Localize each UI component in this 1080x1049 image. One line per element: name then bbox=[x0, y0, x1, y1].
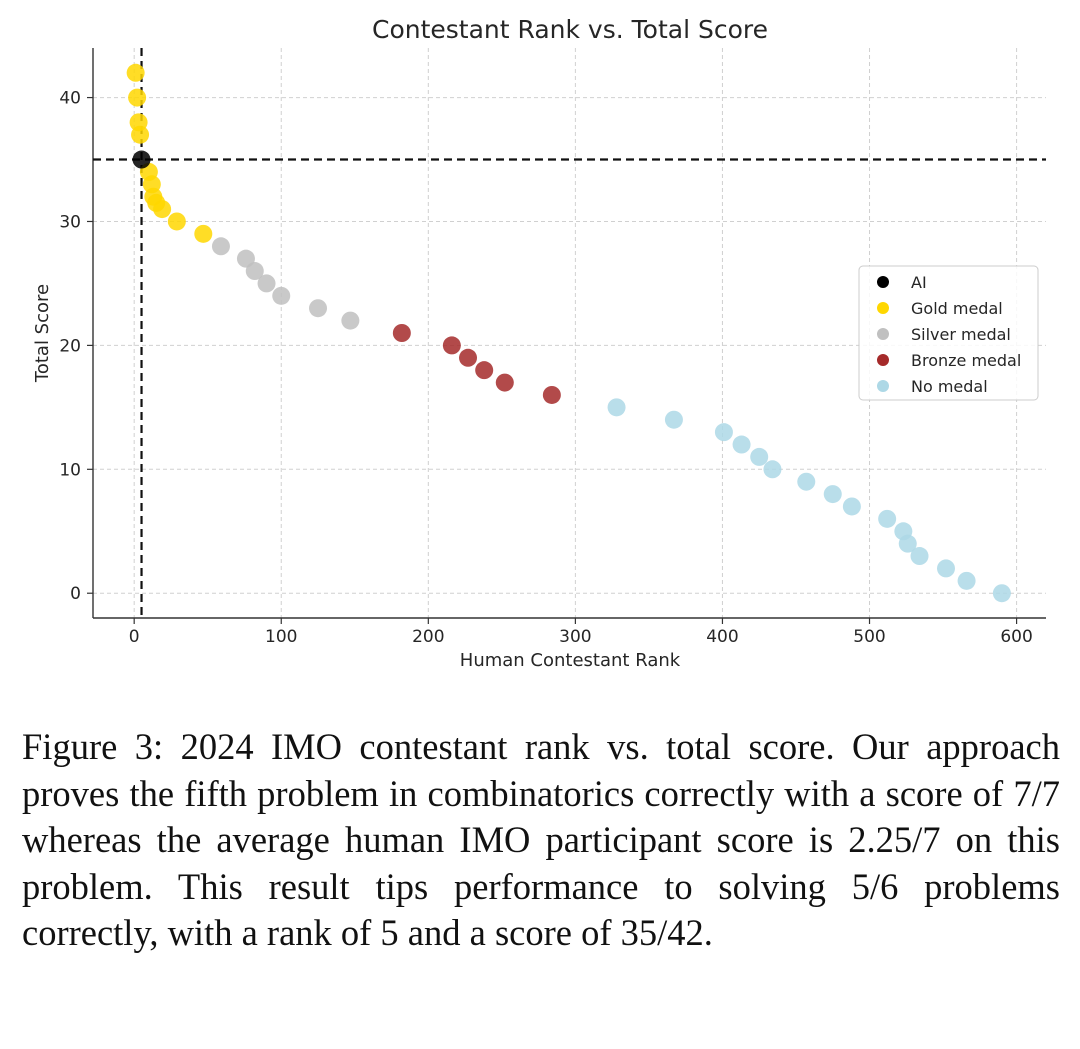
no-medal-point bbox=[732, 435, 751, 454]
gold-medal-point bbox=[126, 63, 145, 82]
silver-medal-point bbox=[309, 299, 328, 318]
legend-label-no-medal: No medal bbox=[911, 377, 988, 396]
bronze-medal-point bbox=[442, 336, 461, 355]
silver-medal-point bbox=[272, 286, 291, 305]
no-medal-point bbox=[664, 410, 683, 429]
x-axis-label: Human Contestant Rank bbox=[460, 650, 681, 671]
legend-label-gold-medal: Gold medal bbox=[911, 299, 1003, 318]
data-points bbox=[126, 63, 1011, 603]
chart-canvas: Contestant Rank vs. Total Score 0 100 200 3… bbox=[32, 15, 1046, 671]
no-medal-point bbox=[992, 584, 1011, 603]
no-medal-point bbox=[878, 509, 897, 528]
gold-medal-point bbox=[194, 224, 213, 243]
no-medal-point bbox=[898, 534, 917, 553]
y-tick-label: 40 bbox=[59, 89, 81, 109]
ai-point bbox=[132, 150, 151, 169]
x-tick-label: 200 bbox=[412, 627, 444, 647]
no-medal-point bbox=[842, 497, 861, 516]
legend-marker-gold-medal bbox=[877, 302, 889, 314]
gold-medal-point bbox=[167, 212, 186, 231]
figure-caption: Figure 3: 2024 IMO contestant rank vs. t… bbox=[22, 726, 1060, 953]
legend-label-silver-medal: Silver medal bbox=[911, 325, 1011, 344]
no-medal-point bbox=[957, 571, 976, 590]
legend-marker-silver-medal bbox=[877, 328, 889, 340]
chart-title: Contestant Rank vs. Total Score bbox=[372, 15, 768, 44]
x-tick-label: 600 bbox=[1000, 627, 1032, 647]
bronze-medal-point bbox=[392, 324, 411, 342]
silver-medal-point bbox=[341, 311, 360, 330]
bronze-medal-point bbox=[475, 361, 494, 380]
axes: 0 100 200 300 400 500 600 0 10 20 30 40 bbox=[59, 48, 1046, 647]
silver-medal-point bbox=[257, 274, 276, 293]
gold-medal-point bbox=[128, 88, 147, 107]
no-medal-point bbox=[910, 547, 929, 566]
silver-medal-point bbox=[211, 237, 230, 256]
bronze-medal-point bbox=[542, 385, 561, 404]
no-medal-point bbox=[750, 447, 769, 466]
no-medal-point bbox=[823, 485, 842, 504]
no-medal-point bbox=[797, 472, 816, 491]
bronze-medal-point bbox=[495, 373, 514, 392]
no-medal-point bbox=[607, 398, 626, 417]
legend-marker-no-medal bbox=[877, 380, 889, 392]
legend: AI Gold medal Silver medal Bronze medal No m… bbox=[858, 265, 1039, 401]
no-medal-point bbox=[936, 559, 955, 578]
gold-medal-point bbox=[153, 200, 172, 219]
legend-marker-bronze-medal bbox=[877, 354, 889, 366]
bronze-medal-point bbox=[459, 348, 478, 367]
x-tick-label: 500 bbox=[853, 627, 885, 647]
legend-marker-ai bbox=[877, 276, 889, 288]
legend-label-bronze-medal: Bronze medal bbox=[911, 351, 1021, 370]
y-tick-label: 10 bbox=[59, 460, 81, 480]
y-tick-label: 20 bbox=[59, 336, 81, 356]
x-tick-label: 0 bbox=[129, 627, 140, 647]
silver-medal-point bbox=[245, 262, 264, 281]
legend-box bbox=[858, 265, 1039, 401]
x-tick-label: 400 bbox=[706, 627, 738, 647]
x-tick-label: 300 bbox=[559, 627, 591, 647]
y-tick-label: 0 bbox=[70, 584, 81, 604]
y-axis-label: Total Score bbox=[32, 284, 53, 383]
gold-medal-point bbox=[131, 125, 150, 144]
y-tick-label: 30 bbox=[59, 212, 81, 232]
no-medal-point bbox=[763, 460, 782, 479]
no-medal-point bbox=[714, 423, 733, 442]
legend-label-ai: AI bbox=[911, 273, 927, 292]
scatter-chart: Contestant Rank vs. Total Score 0 100 200 3… bbox=[32, 15, 1046, 671]
x-tick-label: 100 bbox=[265, 627, 297, 647]
